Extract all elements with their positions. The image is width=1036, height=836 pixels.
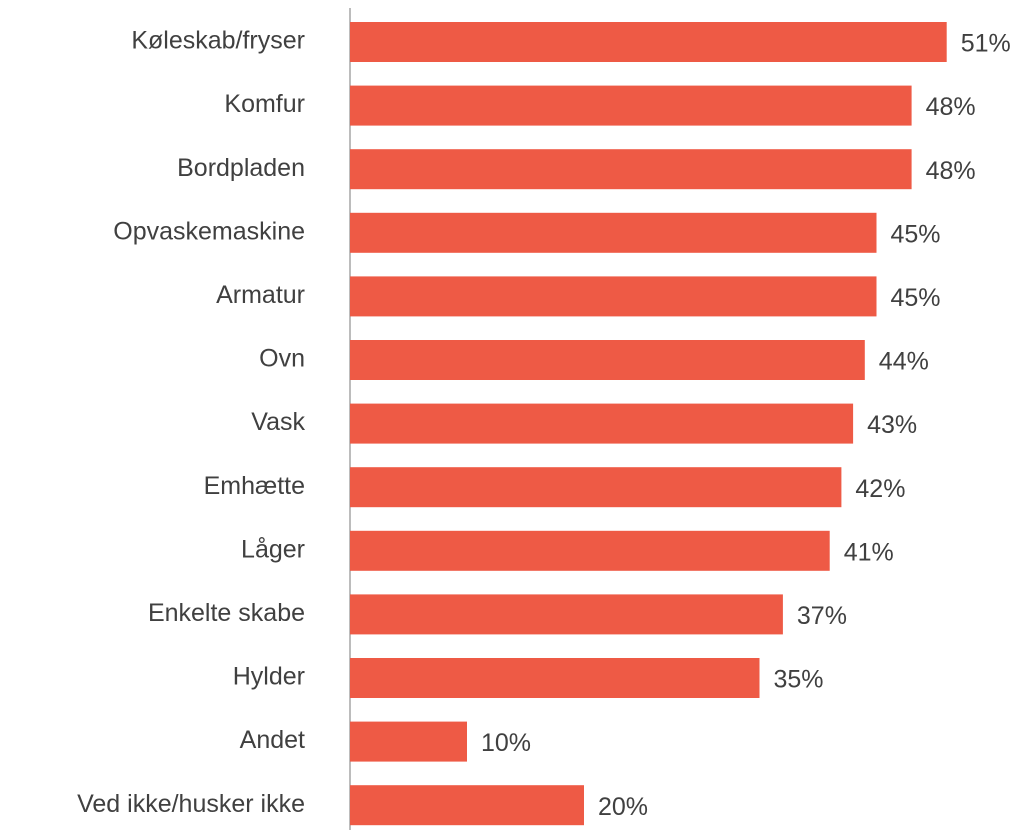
bar	[350, 785, 584, 826]
bar	[350, 85, 912, 126]
bar	[350, 340, 865, 380]
data-label: 51%	[961, 30, 1011, 58]
data-label: 35%	[774, 666, 824, 694]
category-label: Emhætte	[204, 472, 305, 500]
category-label: Låger	[241, 535, 305, 563]
data-label: 41%	[844, 538, 894, 566]
category-label: Enkelte skabe	[148, 599, 305, 627]
category-label: Andet	[240, 726, 305, 754]
category-label: Komfur	[224, 90, 305, 118]
bar	[350, 212, 877, 253]
bar	[350, 276, 877, 317]
data-label: 42%	[855, 475, 905, 503]
bar	[350, 658, 760, 698]
data-label: 10%	[481, 729, 531, 757]
category-label: Bordpladen	[177, 154, 305, 182]
data-label: 37%	[797, 602, 847, 630]
bar	[350, 149, 912, 190]
category-label: Opvaskemaskine	[113, 217, 305, 245]
category-label: Ovn	[259, 345, 305, 373]
data-label: 43%	[867, 411, 917, 439]
data-label: 45%	[891, 220, 941, 248]
category-label: Vask	[251, 408, 305, 436]
category-label: Armatur	[216, 281, 305, 309]
bar	[350, 594, 783, 635]
data-label: 48%	[926, 157, 976, 185]
data-label: 48%	[926, 93, 976, 121]
data-label: 44%	[879, 348, 929, 376]
category-label: Ved ikke/husker ikke	[77, 790, 305, 818]
category-label: Køleskab/fryser	[131, 27, 305, 55]
bar	[350, 467, 842, 508]
data-label: 45%	[891, 284, 941, 312]
bar	[350, 530, 830, 571]
category-label: Hylder	[233, 663, 305, 691]
data-label: 20%	[598, 793, 648, 821]
bar	[350, 403, 854, 444]
bar	[350, 721, 467, 762]
bar	[350, 22, 947, 62]
